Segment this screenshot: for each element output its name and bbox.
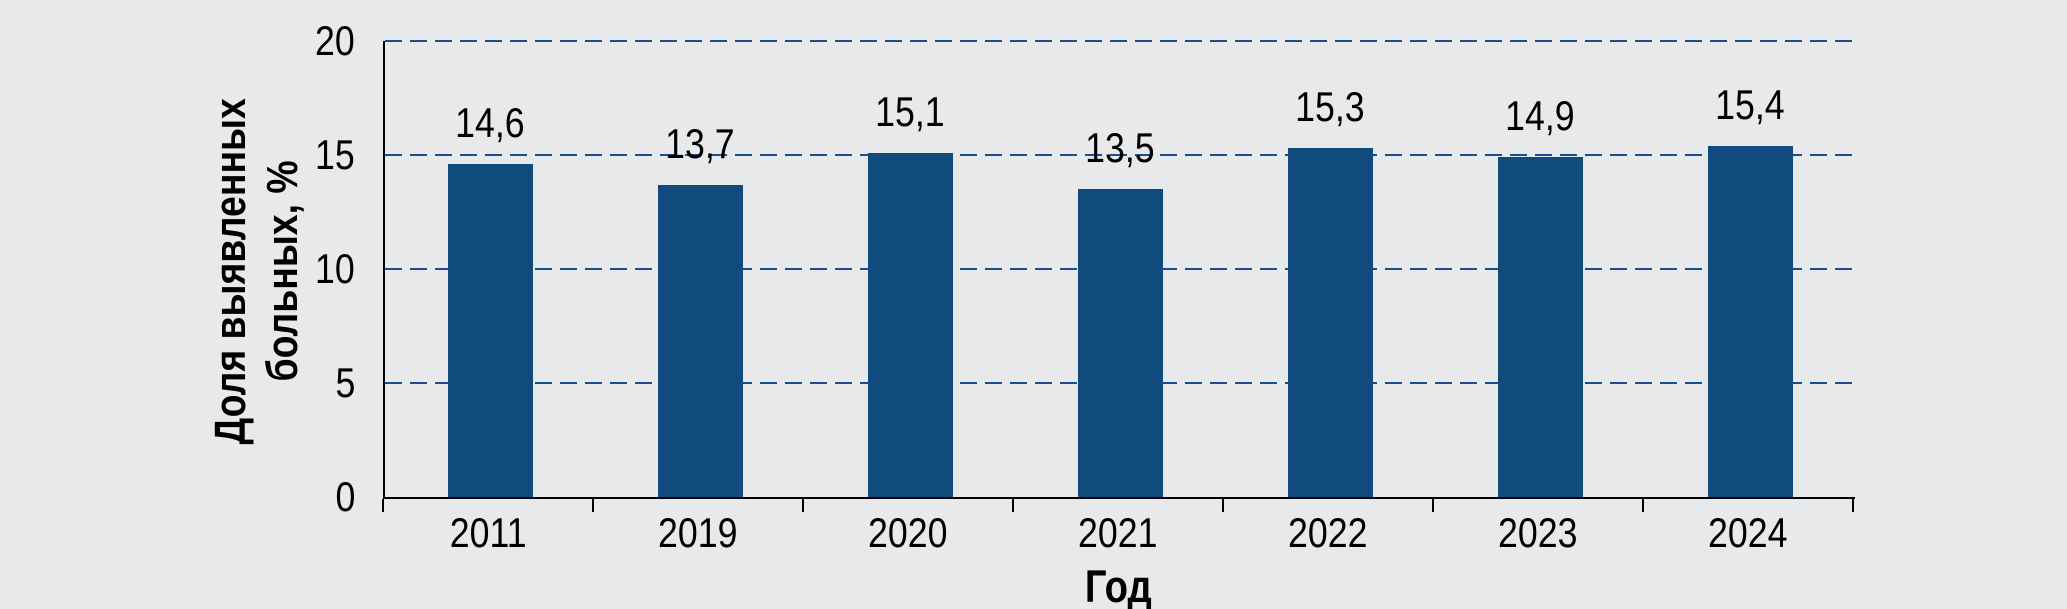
y-tick-label-20: 20 <box>315 17 355 64</box>
bar-value-label-2020: 15,1 <box>875 87 945 135</box>
bar-value-label-2019: 13,7 <box>665 119 735 167</box>
bar-value-label-2022: 15,3 <box>1295 83 1365 131</box>
bar-value-label-2011: 14,6 <box>455 99 525 147</box>
x-tick-label-2020: 2020 <box>868 509 948 556</box>
bar-2023 <box>1497 157 1583 497</box>
bar-2019 <box>657 184 743 497</box>
x-tick-label-2011: 2011 <box>449 509 527 556</box>
gridline-y-20 <box>385 39 1855 43</box>
x-tick-label-2024: 2024 <box>1708 509 1788 556</box>
y-tick-label-15: 15 <box>315 131 355 178</box>
bar-2021 <box>1077 189 1163 497</box>
y-tick-label-5: 5 <box>335 359 355 406</box>
x-tick-7 <box>1852 499 1854 512</box>
x-tick-label-2021: 2021 <box>1078 509 1158 556</box>
bar-2024 <box>1707 145 1793 497</box>
x-tick-3 <box>1012 499 1014 512</box>
bar-value-label-2024: 15,4 <box>1715 80 1785 128</box>
x-tick-0 <box>382 499 384 512</box>
x-axis-title: Год <box>1084 561 1152 609</box>
plot-area: 14,6 13,7 15,1 13,5 15,3 14,9 15,4 <box>383 39 1855 499</box>
bar-2020 <box>867 152 953 497</box>
x-tick-label-2022: 2022 <box>1288 509 1368 556</box>
y-tick-label-10: 10 <box>315 245 355 292</box>
x-tick-1 <box>592 499 594 512</box>
y-tick-label-0: 0 <box>335 473 355 520</box>
x-tick-5 <box>1432 499 1434 512</box>
bar-value-label-2023: 14,9 <box>1505 92 1575 140</box>
gridline-y-15 <box>385 153 1855 157</box>
x-tick-label-2023: 2023 <box>1498 509 1578 556</box>
x-tick-2 <box>802 499 804 512</box>
bar-2011 <box>447 164 533 497</box>
bar-2022 <box>1287 148 1373 497</box>
x-tick-4 <box>1222 499 1224 512</box>
x-tick-label-2019: 2019 <box>658 509 738 556</box>
x-tick-6 <box>1642 499 1644 512</box>
bar-value-label-2021: 13,5 <box>1085 124 1155 172</box>
